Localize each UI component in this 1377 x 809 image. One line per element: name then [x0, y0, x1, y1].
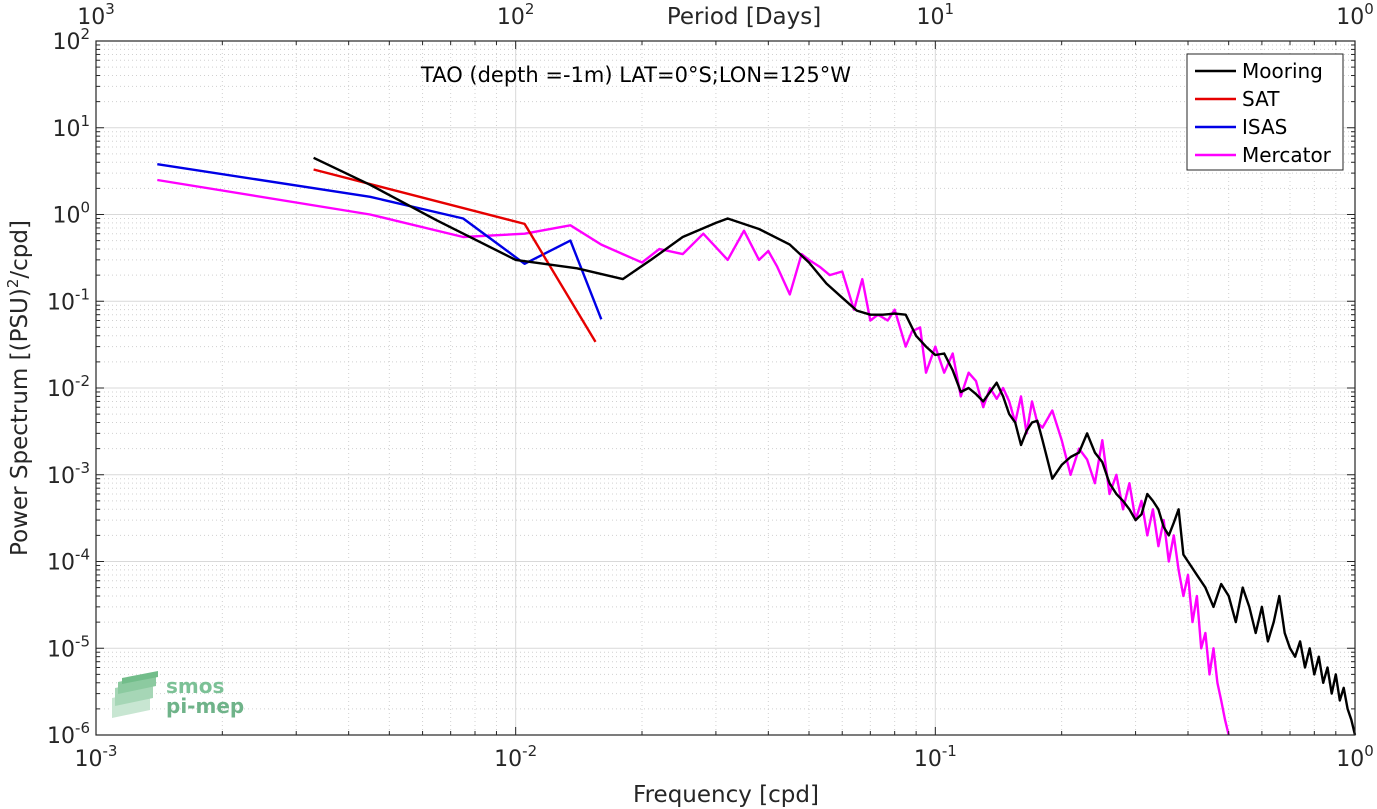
y-tick-label: 102 [52, 25, 90, 55]
series-line-mercator [157, 178, 1230, 736]
y-tick-label: 10-2 [47, 372, 90, 402]
chart-title: TAO (depth =-1m) LAT=0°S;LON=125°W [420, 63, 851, 87]
y-axis-label: Power Spectrum [(PSU)2/cpd] [4, 220, 33, 556]
y-tick-label: 10-5 [47, 632, 90, 662]
y-axis-label-tail: /cpd] [7, 220, 33, 279]
legend-box [1186, 53, 1344, 171]
logo-mark-icon [112, 671, 158, 718]
series-line-mooring [313, 156, 1357, 736]
series-line-isas [157, 163, 603, 320]
top-axis-label: Period [Days] [667, 4, 821, 30]
series-layer [157, 156, 1357, 736]
y-axis-label-sup: 2 [4, 279, 22, 289]
x-axis-label: Frequency [cpd] [633, 782, 819, 808]
y-tick-label: 101 [52, 112, 90, 142]
grid [96, 41, 1355, 735]
logo-text-pi-mep: pi-mep [166, 694, 244, 718]
legend-label-mooring: Mooring [1242, 59, 1323, 83]
x-tick-label: 100 [1336, 742, 1374, 772]
y-tick-label: 100 [52, 199, 90, 229]
logo-text-smos: smos [166, 674, 224, 698]
legend-label-sat: SAT [1242, 87, 1280, 111]
y-axis-label-base: Power Spectrum [(PSU) [7, 288, 33, 556]
x-tick-label: 10-1 [914, 742, 957, 772]
x-tick-label: 10-2 [494, 742, 537, 772]
y-tick-label: 10-4 [47, 546, 90, 576]
legend: Mooring SAT ISAS Mercator [1186, 53, 1344, 171]
legend-label-isas: ISAS [1242, 115, 1287, 139]
y-tick-label: 10-1 [47, 285, 90, 315]
top-tick-label: 102 [497, 0, 535, 30]
y-tick-label: 10-3 [47, 459, 90, 489]
x-tick-label: 10-3 [75, 742, 118, 772]
smos-pi-mep-logo: smos pi-mep [112, 671, 244, 718]
top-tick-label: 101 [917, 0, 955, 30]
top-tick-label: 103 [77, 0, 115, 30]
ticks [95, 41, 1355, 736]
legend-label-mercator: Mercator [1242, 143, 1332, 167]
series-line-sat [313, 168, 597, 343]
y-tick-label: 10-6 [47, 719, 90, 749]
top-tick-label: 100 [1336, 0, 1374, 30]
